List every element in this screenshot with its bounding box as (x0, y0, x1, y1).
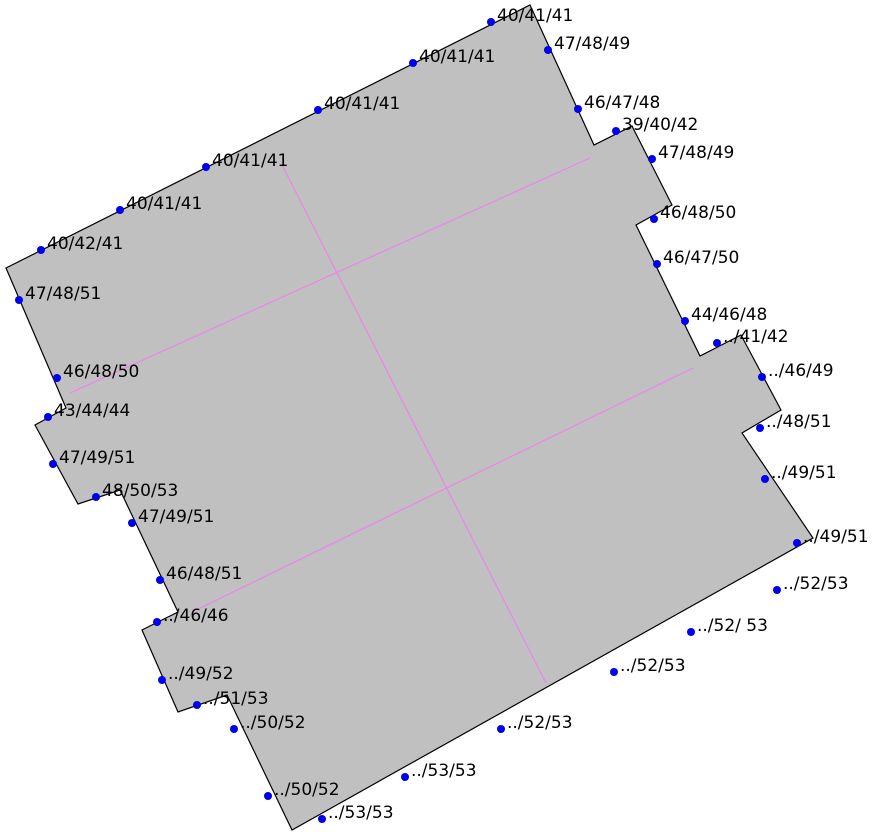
point-label: 40/41/41 (497, 6, 573, 26)
point-label: 47/48/49 (658, 143, 734, 163)
point-marker (758, 373, 766, 381)
point-marker (116, 206, 124, 214)
point-label: ../41/42 (723, 327, 789, 347)
point-label: 46/47/50 (663, 248, 739, 268)
point-marker (401, 773, 409, 781)
point-label: ../49/51 (803, 527, 869, 547)
point-label: ../52/53 (783, 574, 849, 594)
point-label: ../53/53 (411, 761, 477, 781)
point-label: 40/41/41 (324, 94, 400, 114)
point-marker (648, 155, 656, 163)
point-label: 43/44/44 (54, 401, 130, 421)
point-marker (49, 460, 57, 468)
point-marker (37, 246, 45, 254)
point-marker (53, 374, 61, 382)
point-marker (15, 296, 23, 304)
point-label: ../49/52 (168, 664, 234, 684)
point-label: 39/40/42 (622, 115, 698, 135)
point-label: ../49/51 (771, 463, 837, 483)
point-marker (202, 163, 210, 171)
point-label: ../46/46 (163, 606, 229, 626)
point-marker (761, 475, 769, 483)
point-label: ../48/51 (766, 412, 832, 432)
point-label: 46/48/50 (63, 362, 139, 382)
point-marker (687, 628, 695, 636)
point-marker (653, 260, 661, 268)
point-label: 40/41/41 (419, 47, 495, 67)
point-label: 40/42/41 (47, 234, 123, 254)
point-marker (756, 424, 764, 432)
point-marker (773, 586, 781, 594)
point-label: ../50/52 (274, 780, 340, 800)
point-marker (264, 792, 272, 800)
point-marker (487, 18, 495, 26)
point-label: 44/46/48 (691, 305, 767, 325)
point-label: 40/41/41 (126, 194, 202, 214)
point-label: 47/49/51 (138, 507, 214, 527)
point-label: ../52/53 (620, 656, 686, 676)
point-marker (610, 668, 618, 676)
point-marker (650, 215, 658, 223)
point-label: ../51/53 (203, 689, 269, 709)
point-marker (409, 59, 417, 67)
point-label: ../46/49 (768, 361, 834, 381)
point-marker (153, 618, 161, 626)
point-marker (314, 106, 322, 114)
point-label: 46/47/48 (584, 93, 660, 113)
point-label: 48/50/53 (102, 481, 178, 501)
point-label: ../53/53 (328, 803, 394, 823)
point-label: 46/48/51 (166, 564, 242, 584)
point-marker (713, 339, 721, 347)
point-marker (318, 815, 326, 823)
point-marker (44, 413, 52, 421)
point-marker (156, 576, 164, 584)
point-marker (193, 701, 201, 709)
point-marker (230, 725, 238, 733)
point-marker (158, 676, 166, 684)
point-label: ../50/52 (240, 713, 306, 733)
point-label: 47/48/49 (554, 34, 630, 54)
point-label: 40/41/41 (212, 151, 288, 171)
point-marker (574, 105, 582, 113)
point-label: 47/49/51 (59, 448, 135, 468)
point-label: ../52/ 53 (697, 616, 768, 636)
point-marker (793, 539, 801, 547)
point-label: 47/48/51 (25, 284, 101, 304)
point-marker (92, 493, 100, 501)
point-label: 46/48/50 (660, 203, 736, 223)
point-label: ../52/53 (507, 713, 573, 733)
point-marker (128, 519, 136, 527)
point-marker (681, 317, 689, 325)
point-marker (497, 725, 505, 733)
point-marker (544, 46, 552, 54)
point-marker (612, 127, 620, 135)
